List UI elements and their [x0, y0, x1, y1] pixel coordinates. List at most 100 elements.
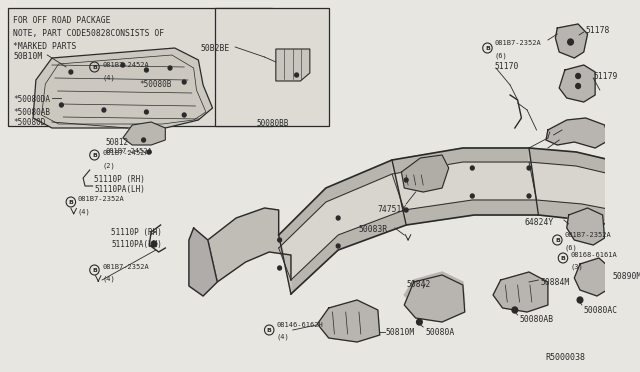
- Polygon shape: [529, 148, 538, 215]
- Circle shape: [278, 266, 282, 270]
- Text: 51110P (RH): 51110P (RH): [95, 175, 145, 184]
- Polygon shape: [567, 208, 605, 245]
- Text: (4): (4): [276, 334, 289, 340]
- Circle shape: [577, 297, 583, 303]
- Text: 74751X: 74751X: [378, 205, 407, 214]
- Text: (4): (4): [102, 276, 115, 282]
- Text: *MARKED PARTS: *MARKED PARTS: [13, 42, 77, 51]
- Text: 50884M: 50884M: [540, 278, 570, 287]
- Text: FOR OFF ROAD PACKAGE: FOR OFF ROAD PACKAGE: [13, 16, 111, 25]
- Text: 51178: 51178: [586, 26, 610, 35]
- Circle shape: [404, 178, 408, 182]
- Circle shape: [617, 178, 621, 182]
- Text: 50083R: 50083R: [359, 225, 388, 234]
- Polygon shape: [392, 160, 406, 225]
- Polygon shape: [291, 200, 640, 294]
- Circle shape: [121, 63, 125, 67]
- Text: (3): (3): [570, 264, 583, 270]
- Circle shape: [60, 103, 63, 107]
- Circle shape: [182, 80, 186, 84]
- Text: *50080D: *50080D: [13, 118, 45, 127]
- Polygon shape: [574, 258, 610, 296]
- Text: NOTE, PART CODE50828CONSISTS OF: NOTE, PART CODE50828CONSISTS OF: [13, 29, 164, 38]
- Text: 50080AC: 50080AC: [584, 306, 618, 315]
- Circle shape: [336, 244, 340, 248]
- Text: 50080AB: 50080AB: [520, 315, 554, 324]
- Polygon shape: [619, 162, 627, 228]
- Text: 50B10M: 50B10M: [13, 52, 42, 61]
- Text: 08168-6161A: 08168-6161A: [570, 252, 618, 258]
- Text: (4): (4): [102, 74, 115, 80]
- Polygon shape: [276, 49, 310, 81]
- Polygon shape: [404, 272, 465, 312]
- Circle shape: [568, 39, 573, 45]
- Circle shape: [470, 194, 474, 198]
- Text: 081B7-2352A: 081B7-2352A: [495, 40, 541, 46]
- Text: 51110PA(LH): 51110PA(LH): [111, 240, 163, 249]
- Circle shape: [512, 307, 518, 313]
- Text: 50B2BE: 50B2BE: [200, 44, 230, 53]
- Text: 51170: 51170: [495, 62, 519, 71]
- Circle shape: [576, 83, 580, 89]
- Circle shape: [69, 70, 73, 74]
- Text: B: B: [92, 64, 97, 70]
- Circle shape: [151, 241, 157, 247]
- Text: B: B: [68, 199, 74, 205]
- Circle shape: [527, 194, 531, 198]
- Text: 08146-6162H: 08146-6162H: [276, 322, 324, 328]
- Polygon shape: [401, 155, 449, 192]
- Circle shape: [147, 150, 151, 154]
- Text: 50810M: 50810M: [385, 328, 415, 337]
- Text: 081B7-2452A: 081B7-2452A: [102, 150, 148, 156]
- Text: 081B7-2452A: 081B7-2452A: [106, 148, 152, 154]
- Circle shape: [417, 319, 422, 325]
- Text: B: B: [485, 45, 490, 51]
- Circle shape: [294, 73, 298, 77]
- Bar: [8, 8, 272, 126]
- Text: 50812: 50812: [106, 138, 129, 147]
- Text: B: B: [92, 267, 97, 273]
- Polygon shape: [493, 272, 548, 312]
- Text: 51110PA(LH): 51110PA(LH): [95, 185, 145, 194]
- Text: B: B: [267, 327, 271, 333]
- Text: 50842: 50842: [406, 280, 431, 289]
- Text: B: B: [555, 237, 560, 243]
- Polygon shape: [123, 122, 165, 145]
- Polygon shape: [559, 65, 595, 102]
- Text: 50080A: 50080A: [425, 328, 454, 337]
- Text: *50080B: *50080B: [140, 80, 172, 89]
- Circle shape: [617, 206, 621, 210]
- Bar: [216, 8, 329, 126]
- Circle shape: [404, 208, 408, 212]
- Polygon shape: [208, 208, 291, 282]
- Circle shape: [141, 138, 145, 142]
- Text: 64824Y: 64824Y: [524, 218, 554, 227]
- Text: 51110P (RH): 51110P (RH): [111, 228, 163, 237]
- Polygon shape: [278, 148, 640, 248]
- Text: 081B7-2452A: 081B7-2452A: [102, 62, 148, 68]
- Circle shape: [470, 166, 474, 170]
- Circle shape: [182, 113, 186, 117]
- Polygon shape: [404, 275, 465, 322]
- Circle shape: [527, 166, 531, 170]
- Text: 50890M: 50890M: [612, 272, 640, 281]
- Text: *50080DA: *50080DA: [13, 95, 50, 104]
- Polygon shape: [189, 228, 217, 296]
- Text: (6): (6): [565, 244, 578, 250]
- Text: (2): (2): [102, 162, 115, 169]
- Polygon shape: [278, 162, 640, 280]
- Text: 50080BB: 50080BB: [257, 119, 289, 128]
- Text: B: B: [92, 153, 97, 157]
- Polygon shape: [546, 118, 609, 148]
- Text: 081B7-2352A: 081B7-2352A: [77, 196, 124, 202]
- Text: 51179: 51179: [593, 72, 618, 81]
- Text: (6): (6): [495, 52, 508, 58]
- Polygon shape: [278, 235, 291, 294]
- Circle shape: [336, 216, 340, 220]
- Text: *50080AB: *50080AB: [13, 108, 50, 117]
- Polygon shape: [556, 24, 588, 58]
- Circle shape: [145, 68, 148, 72]
- Text: B: B: [561, 256, 565, 260]
- Circle shape: [102, 108, 106, 112]
- Circle shape: [576, 74, 580, 78]
